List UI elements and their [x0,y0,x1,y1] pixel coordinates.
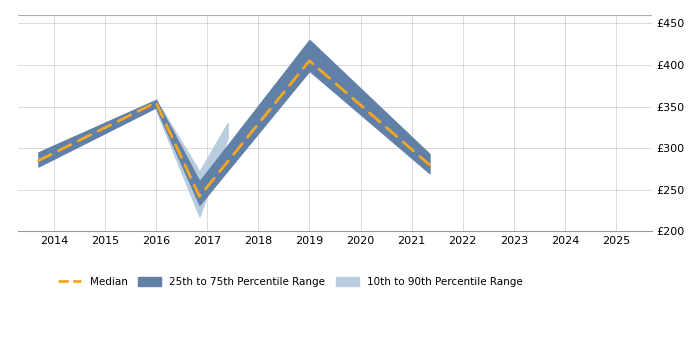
Legend: Median, 25th to 75th Percentile Range, 10th to 90th Percentile Range: Median, 25th to 75th Percentile Range, 1… [55,273,527,291]
